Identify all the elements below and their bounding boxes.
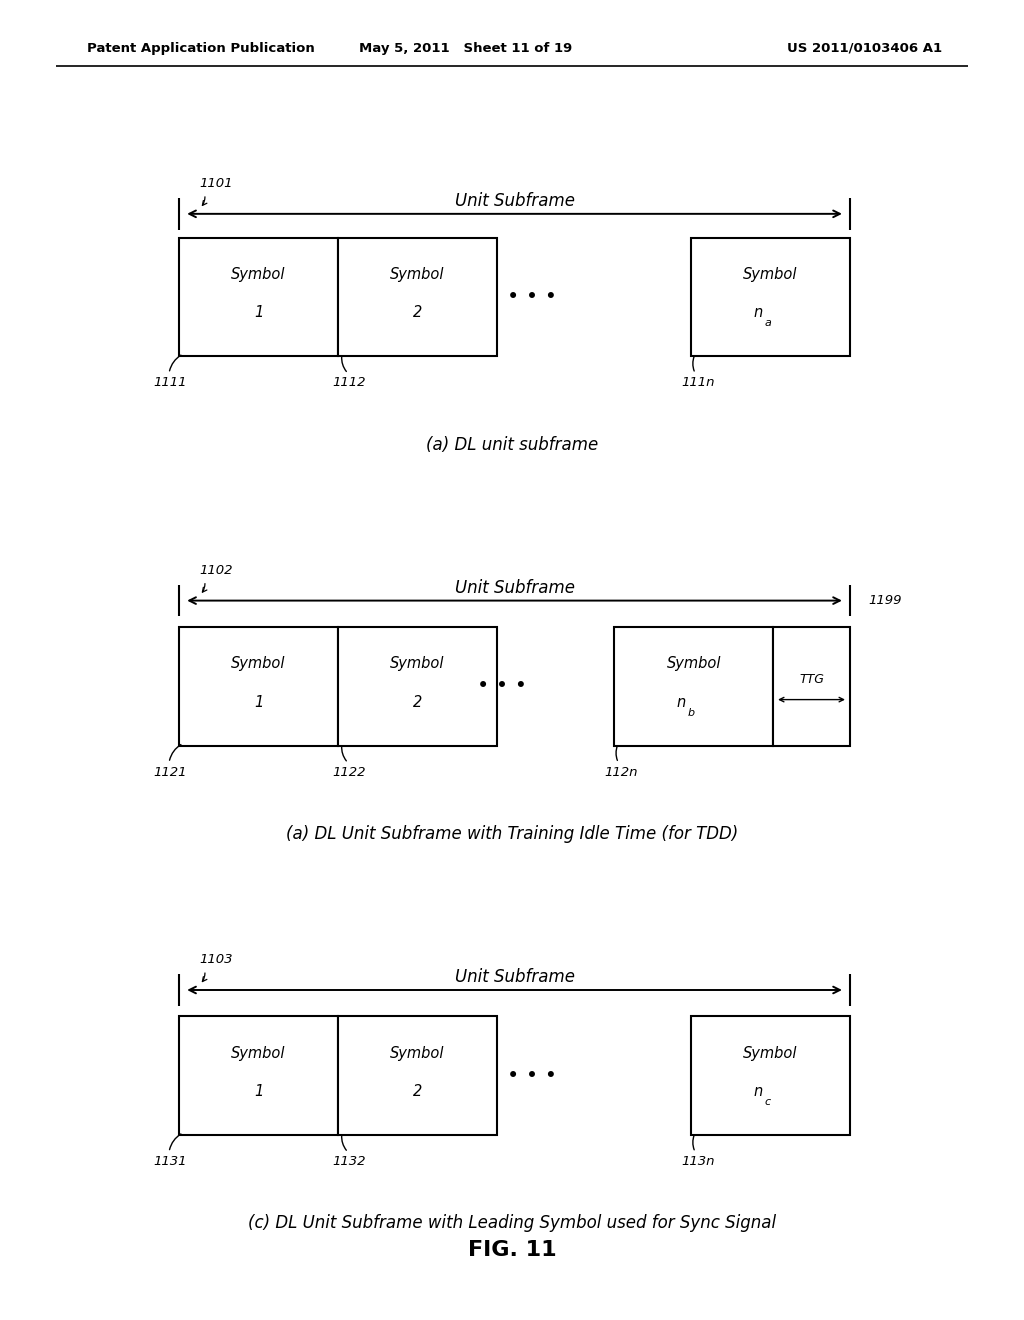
Text: 2: 2 [413, 305, 422, 321]
Bar [179, 627, 338, 746]
Text: Symbol: Symbol [743, 267, 798, 282]
Text: 1111: 1111 [154, 376, 187, 389]
Text: 1101: 1101 [200, 177, 233, 190]
Text: 1132: 1132 [333, 1155, 367, 1168]
Text: 1: 1 [254, 305, 263, 321]
Text: • • •: • • • [477, 676, 526, 697]
Text: Symbol: Symbol [231, 267, 286, 282]
Text: May 5, 2011   Sheet 11 of 19: May 5, 2011 Sheet 11 of 19 [359, 42, 572, 54]
Bar [338, 627, 497, 746]
Text: US 2011/0103406 A1: US 2011/0103406 A1 [787, 42, 942, 54]
Text: 2: 2 [413, 1084, 422, 1100]
Bar [691, 1016, 850, 1135]
Bar [691, 238, 850, 356]
Bar [338, 1016, 497, 1135]
Bar [773, 627, 850, 746]
Text: 2: 2 [413, 694, 422, 710]
Text: • • •: • • • [508, 1065, 557, 1086]
Text: (a) DL Unit Subframe with Training Idle Time (for TDD): (a) DL Unit Subframe with Training Idle … [286, 825, 738, 843]
Text: (c) DL Unit Subframe with Leading Symbol used for Sync Signal: (c) DL Unit Subframe with Leading Symbol… [248, 1214, 776, 1233]
Text: 1122: 1122 [333, 766, 367, 779]
Text: Symbol: Symbol [390, 1045, 444, 1061]
Text: 113n: 113n [681, 1155, 715, 1168]
Text: TTG: TTG [799, 673, 824, 686]
Text: n: n [753, 1084, 762, 1100]
Text: Symbol: Symbol [743, 1045, 798, 1061]
Text: Unit Subframe: Unit Subframe [455, 578, 574, 597]
Text: b: b [688, 708, 694, 718]
Text: Unit Subframe: Unit Subframe [455, 968, 574, 986]
Text: n: n [753, 305, 762, 321]
Text: c: c [764, 1097, 770, 1107]
Text: 1: 1 [254, 1084, 263, 1100]
Bar [179, 1016, 338, 1135]
Text: 111n: 111n [681, 376, 715, 389]
Text: Symbol: Symbol [231, 656, 286, 672]
Text: 1131: 1131 [154, 1155, 187, 1168]
Text: 1121: 1121 [154, 766, 187, 779]
Text: 112n: 112n [604, 766, 638, 779]
Text: a: a [764, 318, 771, 329]
Text: • • •: • • • [508, 286, 557, 308]
Text: Symbol: Symbol [390, 267, 444, 282]
Text: Unit Subframe: Unit Subframe [455, 191, 574, 210]
Text: Symbol: Symbol [231, 1045, 286, 1061]
Bar [179, 238, 338, 356]
Text: 1: 1 [254, 694, 263, 710]
Text: Symbol: Symbol [390, 656, 444, 672]
Text: FIG. 11: FIG. 11 [468, 1239, 556, 1261]
Text: 1102: 1102 [200, 564, 233, 577]
Bar [338, 238, 497, 356]
Text: Patent Application Publication: Patent Application Publication [87, 42, 314, 54]
Text: 1103: 1103 [200, 953, 233, 966]
Text: 1112: 1112 [333, 376, 367, 389]
Text: 1199: 1199 [868, 594, 902, 607]
Text: Symbol: Symbol [667, 656, 721, 672]
Bar [614, 627, 773, 746]
Text: n: n [676, 694, 686, 710]
Text: (a) DL unit subframe: (a) DL unit subframe [426, 436, 598, 454]
